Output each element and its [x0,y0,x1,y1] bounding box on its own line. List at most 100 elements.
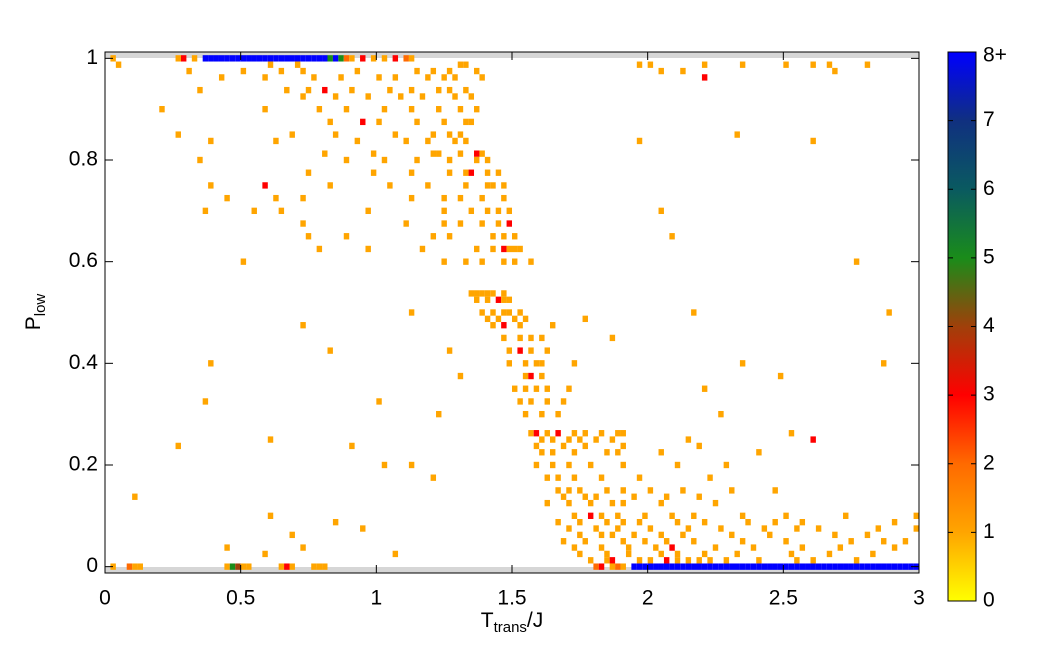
heatmap-cell [354,137,361,145]
heatmap-cell [723,563,730,570]
heatmap-cell [463,61,469,68]
heatmap-cell [685,436,692,443]
heatmap-cell [349,86,355,94]
heatmap-cell [566,461,572,469]
heatmap-cell [474,245,480,253]
heatmap-cell [522,360,529,367]
heatmap-cell [479,220,485,227]
heatmap-cell [332,55,339,62]
heatmap-cell [517,398,523,405]
x-tick-label: 3 [913,587,925,610]
heatmap-cell [381,106,388,113]
heatmap-cell [224,563,230,570]
heatmap-cell [202,55,209,62]
heatmap-cell [457,61,464,68]
heatmap-cell [691,309,697,316]
heatmap-cell [647,525,654,532]
heatmap-cell [864,563,871,570]
heatmap-cell [392,550,399,558]
heatmap-cell [376,118,382,126]
heatmap-cell [365,93,371,100]
heatmap-cell [837,563,844,570]
heatmap-cell [593,436,599,443]
heatmap-cell [289,131,295,138]
heatmap-cell [490,290,496,297]
heatmap-cell [332,93,339,100]
heatmap-cell [457,106,464,113]
heatmap-cell [484,156,491,164]
heatmap-cell [463,182,469,189]
heatmap-cell [284,86,290,94]
heatmap-cell [560,538,567,545]
heatmap-cell [506,309,513,316]
heatmap-cell [908,563,914,570]
heatmap-cell [663,557,670,564]
heatmap-cell [620,499,626,507]
heatmap-cell [414,67,420,75]
heatmap-cell [794,525,800,532]
heatmap-cell [756,557,762,564]
heatmap-cell [284,563,290,570]
heatmap-cell [501,334,507,342]
heatmap-cell [544,499,550,507]
heatmap-cell [533,461,540,469]
x-tick-label: 2 [642,587,654,610]
heatmap-cell [745,518,751,526]
heatmap-cell [506,296,513,303]
heatmap-cell [680,563,686,570]
heatmap-cell [701,518,708,526]
heatmap-cell [311,563,317,570]
heatmap-cell [452,93,458,100]
heatmap-cell [631,531,637,539]
heatmap-cell [729,487,735,494]
heatmap-cell [620,461,626,469]
heatmap-cell [625,544,632,551]
heatmap-cell [463,258,469,265]
heatmap-cell [457,150,464,157]
heatmap-cell [208,55,214,62]
heatmap-cell [479,309,485,316]
heatmap-cell [620,563,626,570]
heatmap-cell [522,372,529,380]
colorbar-tick-label: 3 [983,383,995,406]
heatmap-cell [360,525,366,532]
heatmap-cell [218,55,225,62]
heatmap-cell [577,518,583,526]
heatmap-cell [354,67,361,75]
heatmap-cell [729,563,735,570]
heatmap-cell [631,493,637,500]
heatmap-cell [349,442,355,450]
heatmap-cell [305,86,312,94]
heatmap-cell [544,430,550,437]
heatmap-cell [197,156,203,164]
heatmap-cell [750,544,757,551]
heatmap-cell [398,93,404,100]
heatmap-cell [381,461,388,469]
heatmap-cell [691,512,697,519]
heatmap-cell [712,499,719,507]
heatmap-cell [300,93,306,100]
heatmap-cell [696,557,702,564]
heatmap-cell [408,55,415,62]
heatmap-cell [636,474,643,481]
heatmap-cell [636,518,643,526]
heatmap-cell [338,74,344,81]
heatmap-cell [311,55,317,62]
heatmap-cell [669,544,675,551]
heatmap-cell [316,106,323,113]
heatmap-cell [484,207,491,215]
heatmap-cells [110,55,920,570]
heatmap-cell [777,563,784,570]
heatmap-cell [685,557,692,564]
heatmap-cell [446,67,453,75]
heatmap-cell [560,398,567,405]
heatmap-cell [300,67,306,75]
heatmap-cell [495,220,502,227]
heatmap-cell [316,55,323,62]
heatmap-cell [582,430,588,437]
heatmap-cell [381,156,388,164]
heatmap-cell [609,531,616,539]
heatmap-cell [549,322,556,329]
heatmap-cell [408,461,415,469]
heatmap-cell [419,245,426,253]
